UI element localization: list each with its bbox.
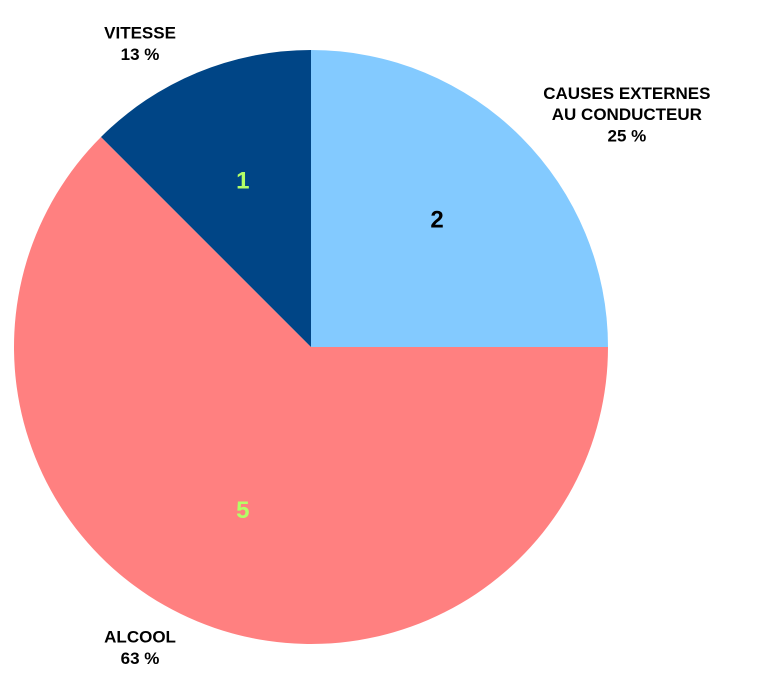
category-label: VITESSE xyxy=(104,24,176,43)
category-label: CAUSES EXTERNES AU CONDUCTEUR xyxy=(543,84,710,124)
category-label: ALCOOL xyxy=(104,628,176,647)
pie-slice xyxy=(14,136,609,645)
slice-label: CAUSES EXTERNES AU CONDUCTEUR 25 % xyxy=(543,84,710,145)
percentage-label: 13 % xyxy=(121,45,160,64)
slice-label: VITESSE 13 % xyxy=(104,24,176,64)
percentage-label: 25 % xyxy=(607,126,646,145)
slice-value-label: 5 xyxy=(236,497,249,524)
slice-label: ALCOOL 63 % xyxy=(104,628,176,668)
percentage-label: 63 % xyxy=(121,649,160,668)
slice-value-label: 1 xyxy=(236,168,249,195)
slice-value-label: 2 xyxy=(430,206,443,233)
pie-slice xyxy=(311,50,608,347)
pie-slice xyxy=(100,50,311,347)
